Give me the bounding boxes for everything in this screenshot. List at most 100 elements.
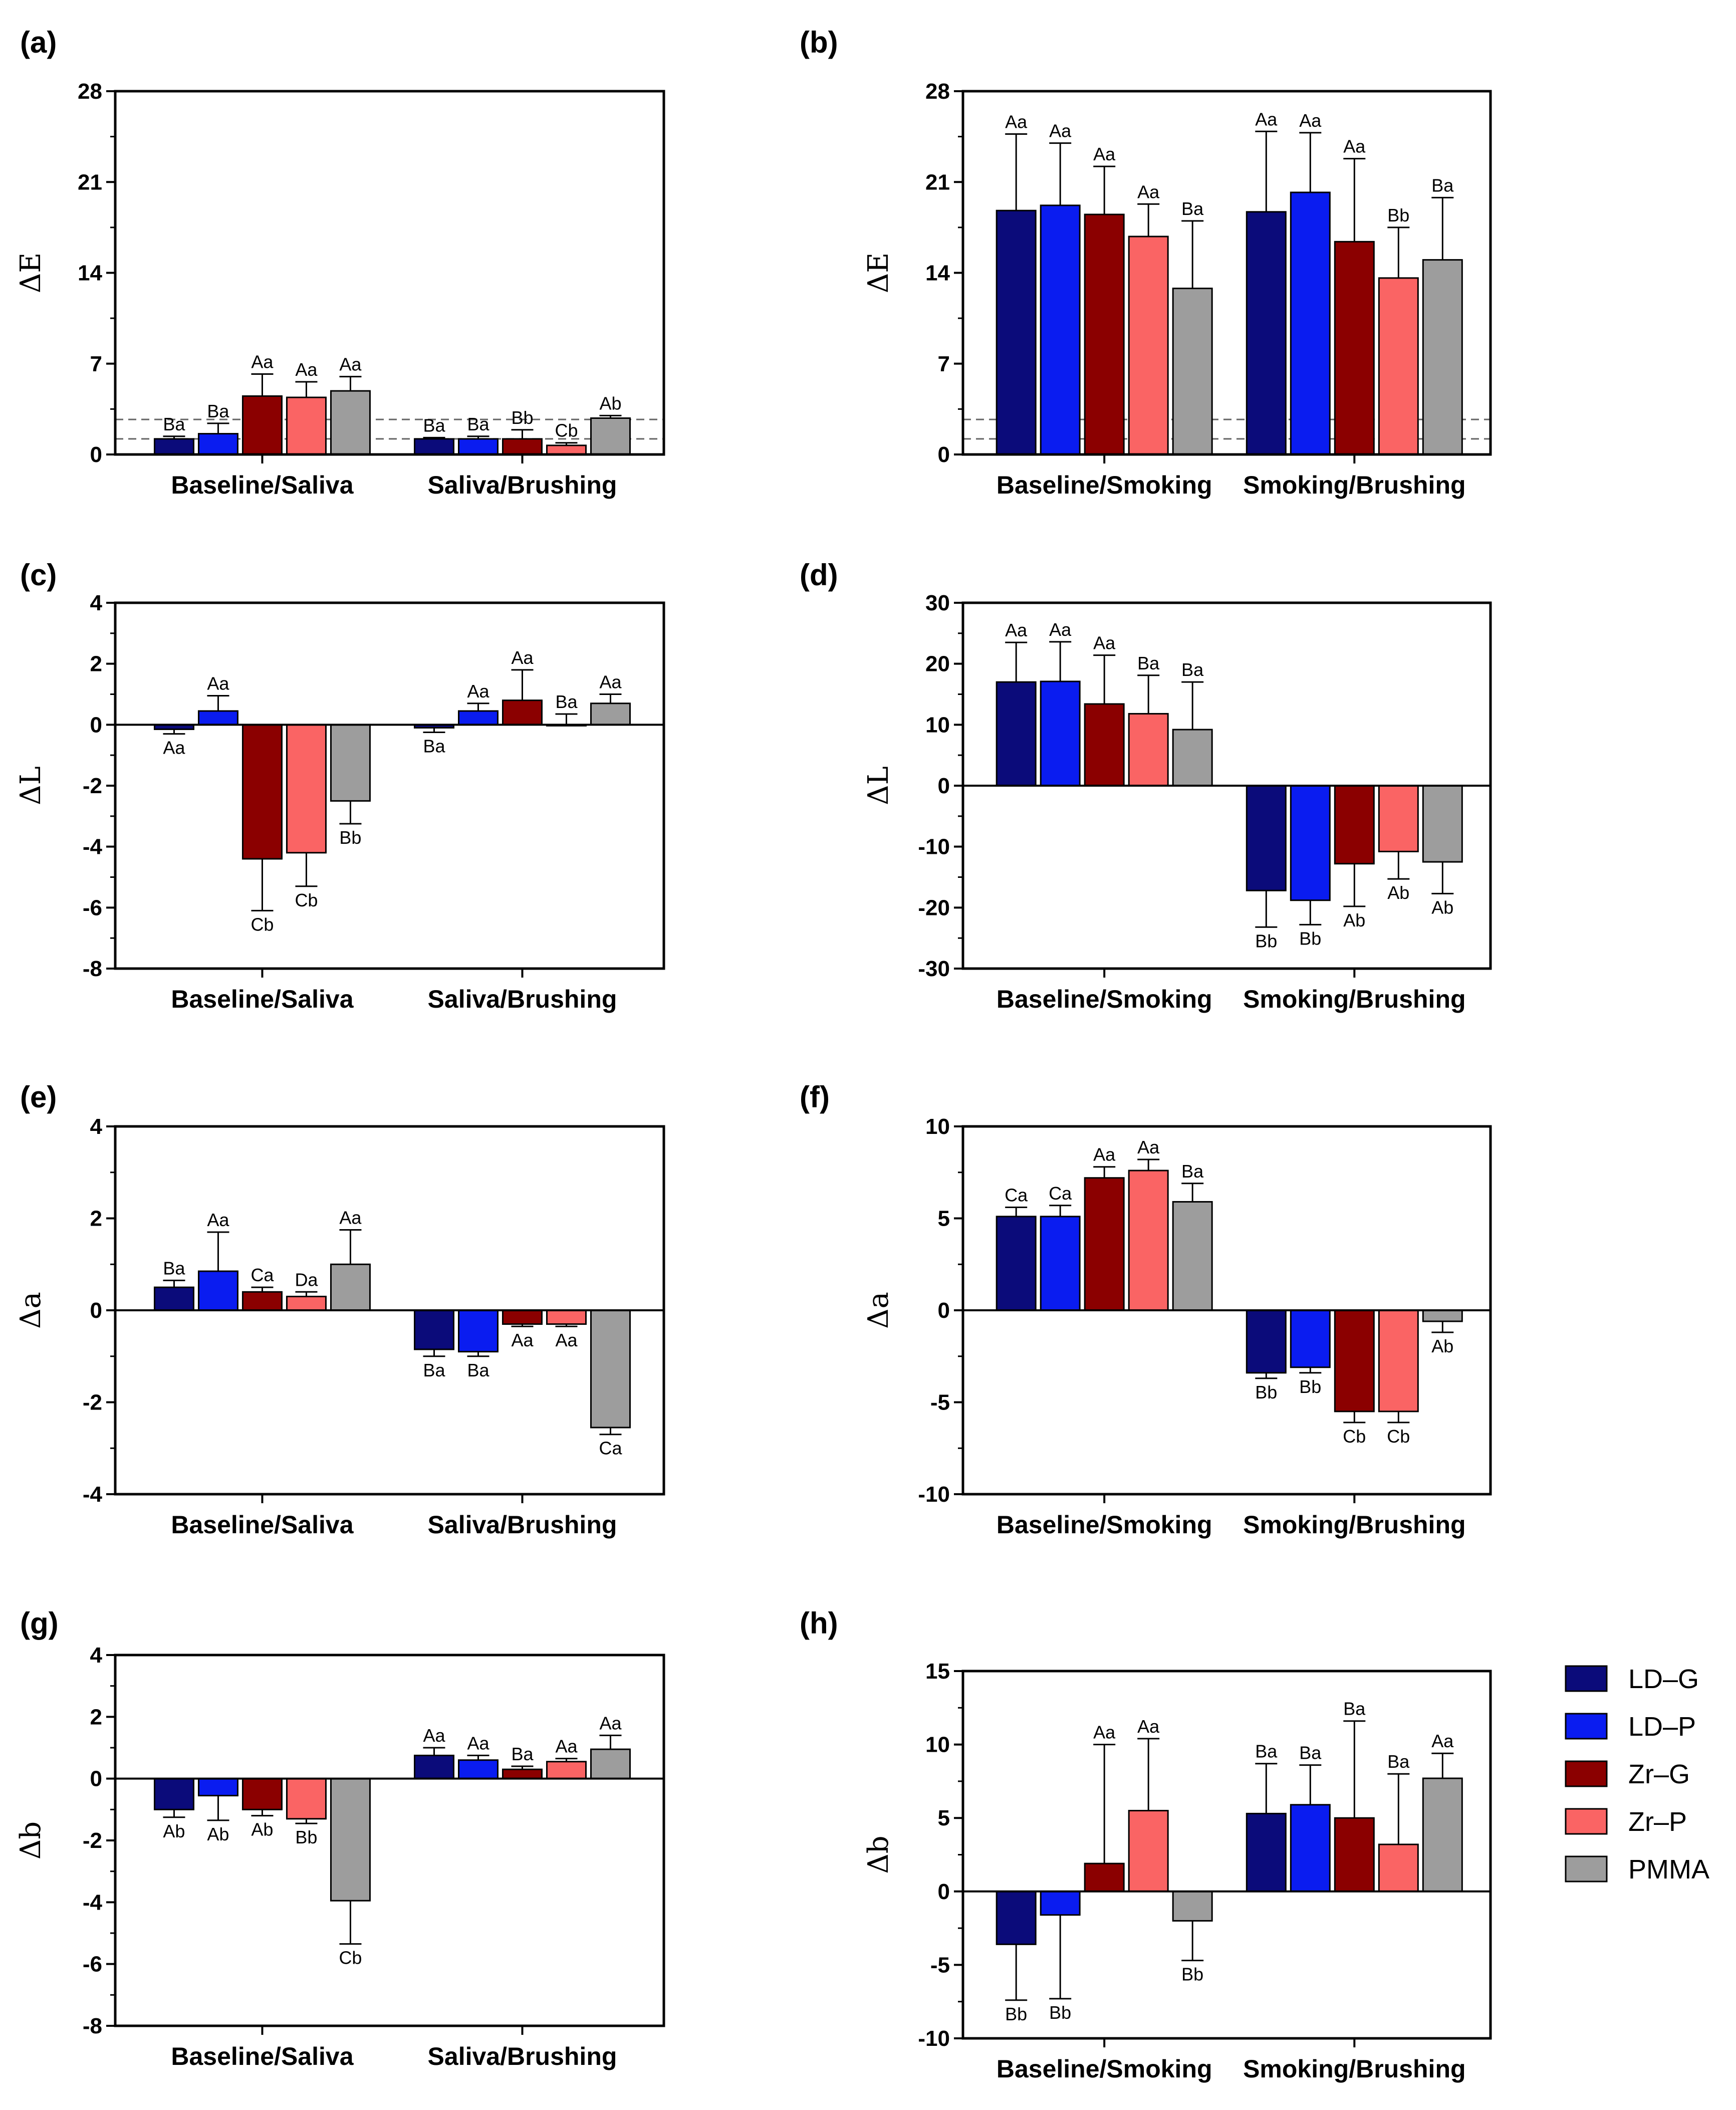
panel-letter-a: (a) — [20, 26, 57, 59]
bar-g-pmma-0 — [330, 1778, 371, 1902]
y-tick-label-g: -2 — [83, 1828, 102, 1853]
significance-label-e-ld-p-1: Ba — [467, 1360, 489, 1380]
bar-d-zr-p-1 — [1378, 785, 1419, 852]
bar-f-zr-p-0 — [1128, 1169, 1169, 1311]
category-label-g-0: Baseline/Saliva — [171, 2042, 354, 2070]
y-tick-label-e: 4 — [90, 1114, 103, 1139]
bar-a-ld-g-0 — [153, 438, 194, 455]
panel-letter-b: (b) — [800, 26, 838, 59]
significance-label-a-pmma-0: Aa — [339, 354, 362, 375]
significance-label-f-ld-g-0: Ca — [1005, 1185, 1028, 1205]
significance-label-c-zr-p-0: Cb — [295, 890, 318, 910]
bar-e-zr-g-1 — [502, 1309, 543, 1325]
significance-label-f-zr-g-0: Aa — [1093, 1144, 1116, 1165]
y-tick-label-f: 0 — [938, 1298, 950, 1323]
legend-swatch-ld-g — [1565, 1665, 1608, 1692]
bar-h-zr-g-1 — [1334, 1817, 1375, 1893]
y-tick-label-d: 10 — [925, 713, 950, 737]
significance-label-b-zr-g-0: Aa — [1093, 144, 1116, 164]
legend-swatch-ld-p — [1565, 1713, 1608, 1740]
category-label-e-1: Saliva/Brushing — [428, 1511, 617, 1539]
chart-panel-a: (a) ΔE 0 7 14 21 28 Baseline/Saliva Ba Ba Aa Aa Aa Sa… — [15, 26, 665, 499]
y-tick-label-a: 7 — [90, 352, 102, 376]
significance-label-a-ld-g-1: Ba — [423, 415, 445, 435]
significance-label-h-zr-p-0: Aa — [1137, 1716, 1160, 1737]
plot-frame-a — [114, 90, 665, 456]
significance-label-f-pmma-0: Ba — [1181, 1161, 1204, 1182]
y-tick-label-d: -30 — [918, 957, 950, 981]
panel-letter-h: (h) — [800, 1606, 838, 1640]
significance-label-e-zr-g-0: Ca — [251, 1265, 274, 1285]
bar-e-ld-g-0 — [153, 1286, 194, 1311]
y-axis-label-a: ΔE — [15, 253, 47, 293]
legend-swatch-zr-g — [1565, 1760, 1608, 1787]
significance-label-c-zr-p-1: Ba — [555, 691, 578, 712]
category-label-d-0: Baseline/Smoking — [997, 985, 1212, 1013]
bar-h-zr-g-0 — [1084, 1862, 1125, 1893]
bar-b-ld-g-1 — [1246, 211, 1287, 455]
bar-g-zr-g-1 — [502, 1768, 543, 1780]
bar-c-ld-p-1 — [457, 710, 499, 726]
significance-label-g-zr-g-1: Ba — [511, 1744, 534, 1764]
bar-e-pmma-0 — [330, 1263, 371, 1311]
y-tick-label-h: -5 — [930, 1953, 950, 1977]
significance-label-e-pmma-0: Aa — [339, 1207, 362, 1228]
significance-label-g-zr-p-1: Aa — [555, 1736, 578, 1757]
significance-label-b-pmma-0: Ba — [1181, 198, 1204, 219]
y-tick-label-e: -4 — [83, 1482, 103, 1507]
bar-f-ld-p-0 — [1040, 1216, 1081, 1311]
significance-label-a-zr-p-1: Cb — [555, 420, 578, 441]
bar-b-zr-p-0 — [1128, 236, 1169, 455]
significance-label-b-pmma-1: Ba — [1431, 175, 1454, 195]
category-label-h-0: Baseline/Smoking — [997, 2055, 1212, 2083]
bar-b-zr-g-0 — [1084, 213, 1125, 455]
significance-label-e-zr-p-1: Aa — [555, 1330, 578, 1350]
legend-swatch-zr-p — [1565, 1808, 1608, 1835]
y-tick-label-b: 7 — [938, 352, 950, 376]
legend-label-ld-p: LD–P — [1628, 1712, 1696, 1742]
y-tick-label-d: 30 — [925, 591, 950, 615]
significance-label-f-pmma-1: Ab — [1431, 1336, 1453, 1356]
bar-a-ld-p-1 — [457, 438, 499, 455]
significance-label-b-ld-g-1: Aa — [1255, 109, 1278, 129]
panel-letter-c: (c) — [20, 558, 57, 592]
y-tick-label-c: -8 — [83, 957, 102, 981]
y-tick-label-f: -5 — [930, 1390, 950, 1415]
significance-label-h-zr-g-1: Ba — [1343, 1699, 1366, 1719]
y-tick-label-c: -6 — [83, 895, 102, 920]
panel-letter-e: (e) — [20, 1080, 57, 1114]
significance-label-b-zr-p-1: Bb — [1387, 205, 1409, 225]
bar-g-ld-g-0 — [153, 1778, 194, 1810]
bar-d-zr-p-0 — [1128, 713, 1169, 787]
chart-panel-h: (h) Δb -10 -5 0 5 10 15 Baseline/Smoking Bb Bb Aa Aa… — [800, 1606, 1492, 2083]
significance-label-a-pmma-1: Ab — [599, 393, 621, 413]
legend-label-zr-g: Zr–G — [1628, 1759, 1690, 1789]
bar-c-zr-g-0 — [241, 724, 283, 860]
y-tick-label-g: 4 — [90, 1643, 103, 1668]
bar-b-pmma-1 — [1422, 259, 1463, 455]
y-tick-label-c: 2 — [90, 652, 102, 676]
bar-h-ld-p-0 — [1040, 1891, 1081, 1916]
bar-e-ld-g-1 — [413, 1309, 454, 1350]
y-tick-label-b: 0 — [938, 442, 950, 467]
bar-a-pmma-1 — [590, 417, 631, 455]
bar-f-pmma-1 — [1422, 1309, 1463, 1322]
bar-g-ld-p-1 — [457, 1759, 499, 1780]
significance-label-a-ld-p-1: Ba — [467, 414, 489, 434]
significance-label-f-ld-p-0: Ca — [1049, 1183, 1072, 1204]
y-tick-label-c: -2 — [83, 774, 102, 798]
bar-b-pmma-0 — [1172, 288, 1213, 455]
category-label-e-0: Baseline/Saliva — [171, 1511, 354, 1539]
y-tick-label-b: 28 — [925, 79, 950, 104]
bar-b-zr-g-1 — [1334, 241, 1375, 455]
plot-frame-c — [114, 601, 665, 970]
bar-h-ld-p-1 — [1290, 1804, 1331, 1893]
y-axis-label-f: Δa — [862, 1292, 895, 1329]
category-label-a-0: Baseline/Saliva — [171, 471, 354, 499]
bar-d-zr-g-1 — [1334, 785, 1375, 865]
chart-panel-e: (e) Δa -4 -2 0 2 4 Baseline/Saliva Ba Aa Ca Da Aa Sal… — [15, 1080, 665, 1539]
significance-label-d-pmma-0: Ba — [1181, 659, 1204, 680]
bar-e-ld-p-1 — [457, 1309, 499, 1353]
bar-b-zr-p-1 — [1378, 277, 1419, 455]
bar-d-ld-p-0 — [1040, 680, 1081, 787]
